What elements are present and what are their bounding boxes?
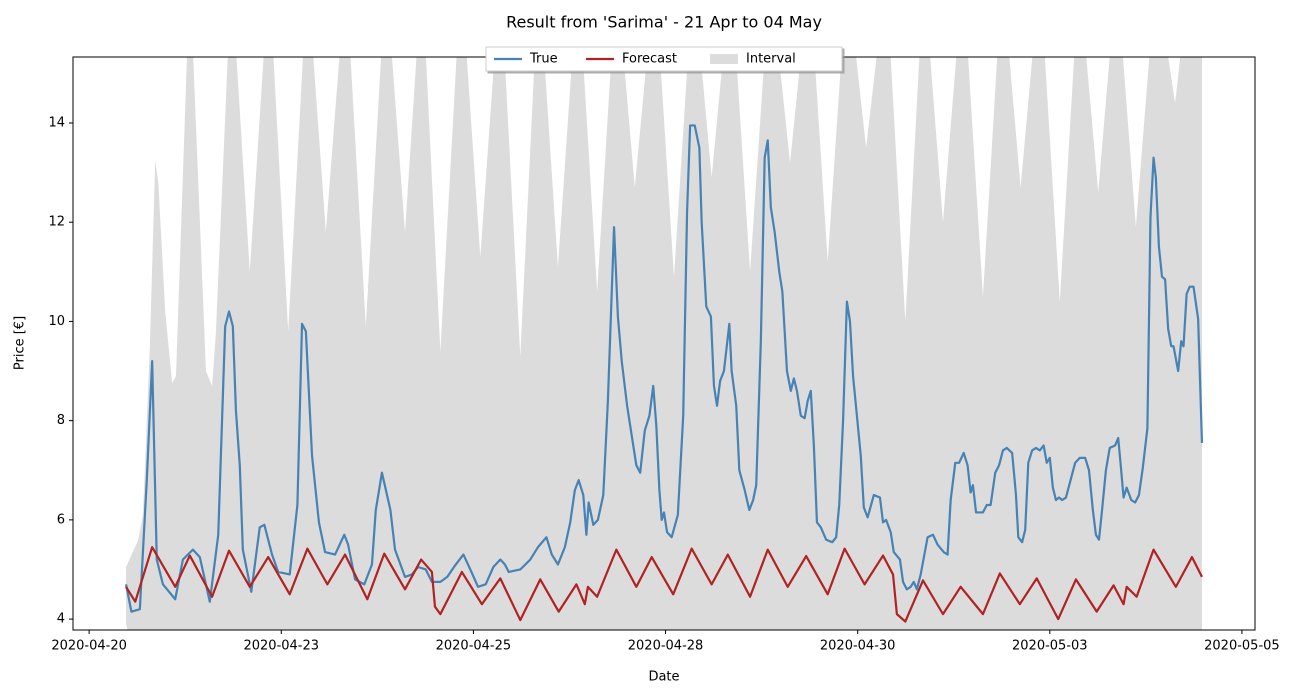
y-tick-label: 8 [57, 413, 65, 428]
legend: True Forecast Interval [485, 46, 843, 72]
x-tick-label: 2020-05-03 [1012, 639, 1088, 654]
x-tick-label: 2020-04-25 [436, 639, 512, 654]
series-line [124, 124, 1204, 613]
legend-label: Interval [746, 52, 796, 67]
legend-swatch [710, 54, 738, 64]
x-tick-label: 2020-04-23 [243, 639, 319, 654]
plot-area [124, 57, 1204, 630]
x-tick-label: 2020-04-28 [628, 639, 704, 654]
x-tick-label: 2020-04-20 [51, 639, 127, 654]
y-tick-label: 12 [48, 215, 65, 230]
interval-band [126, 57, 1202, 630]
y-tick-label: 10 [48, 314, 65, 329]
y-tick-label: 14 [48, 115, 65, 130]
series-line [125, 546, 1203, 623]
x-tick-label: 2020-05-05 [1204, 639, 1280, 654]
y-tick-label: 6 [57, 512, 65, 527]
legend-label: Forecast [622, 52, 677, 67]
legend-label: True [529, 52, 558, 67]
y-tick-label: 4 [57, 612, 65, 627]
legend-box [485, 46, 843, 72]
x-tick-label: 2020-04-30 [820, 639, 896, 654]
x-axis-label: Date [648, 670, 679, 685]
y-axis-label: Price [€] [13, 316, 28, 370]
axes: 4 6 8 10 12 14 2020-04-20 2020-04-23 2020-04-25 2… [48, 115, 1279, 653]
chart-title: Result from 'Sarima' - 21 Apr to 04 May [506, 13, 822, 32]
